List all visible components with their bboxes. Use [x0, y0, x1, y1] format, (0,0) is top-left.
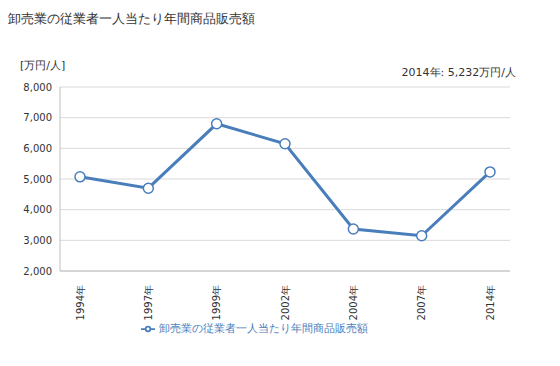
svg-text:7,000: 7,000 [23, 112, 52, 123]
svg-text:4,000: 4,000 [23, 204, 52, 215]
html-text:卸売業の従業者一人当たり年間商品販売額: 卸売業の従業者一人当たり年間商品販売額 [158, 322, 368, 335]
svg-text:6,000: 6,000 [23, 143, 52, 154]
svg-text:3,000: 3,000 [23, 235, 52, 246]
svg-text:2004年: 2004年 [348, 285, 359, 320]
svg-text:2002年: 2002年 [280, 285, 291, 320]
svg-text:2,000: 2,000 [23, 266, 52, 277]
svg-text:2007年: 2007年 [416, 285, 427, 320]
svg-text:2014年: 2014年 [485, 285, 496, 320]
html-text:[万円/人]: [万円/人] [20, 59, 66, 72]
svg-text:1997年: 1997年 [143, 285, 154, 320]
svg-text:8,000: 8,000 [23, 82, 52, 93]
svg-text:1999年: 1999年 [211, 285, 222, 320]
svg-text:5,000: 5,000 [23, 174, 52, 185]
html-text:2014年: 5,232万円/人: 2014年: 5,232万円/人 [401, 66, 516, 79]
html-text:卸売業の従業者一人当たり年間商品販売額: 卸売業の従業者一人当たり年間商品販売額 [8, 11, 255, 26]
svg-text:1994年: 1994年 [75, 285, 86, 320]
